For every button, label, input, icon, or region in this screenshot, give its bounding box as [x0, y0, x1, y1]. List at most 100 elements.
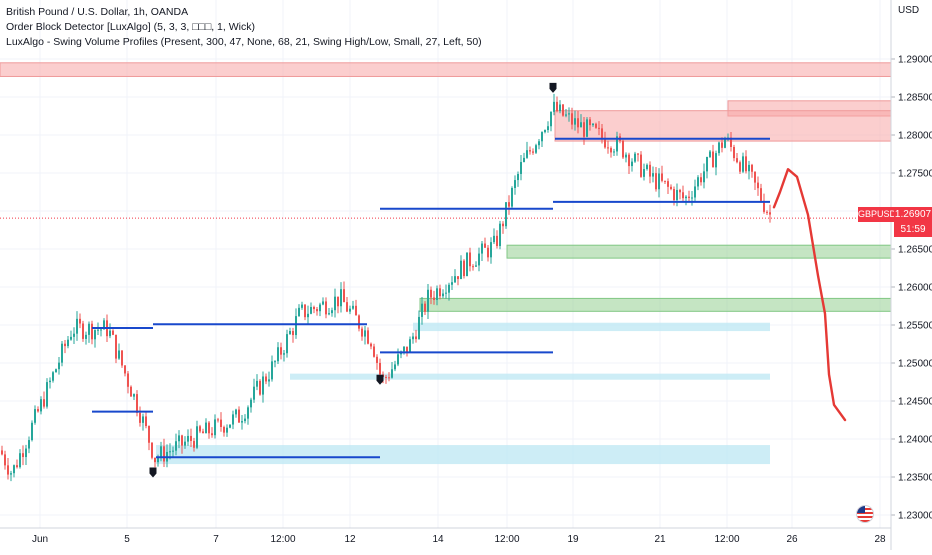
candle-body — [190, 435, 192, 441]
indicator-order-block[interactable]: Order Block Detector [LuxAlgo] (5, 3, 3,… — [6, 21, 255, 33]
candle-body — [505, 202, 507, 227]
candle-body — [496, 235, 498, 247]
candle-body — [688, 196, 690, 198]
candle-body — [565, 114, 567, 116]
candle-body — [673, 189, 675, 201]
candle-body — [256, 380, 258, 387]
bearish-order-block — [0, 62, 892, 77]
last-price-value: 1.26907 — [894, 209, 932, 220]
candle-body — [145, 416, 147, 427]
candle-body — [139, 412, 141, 423]
candle-body — [559, 104, 561, 112]
candle-body — [124, 365, 126, 374]
candle-body — [79, 318, 81, 324]
candle-body — [421, 303, 423, 317]
candle-body — [511, 187, 513, 207]
candle-body — [415, 336, 417, 340]
candle-body — [745, 156, 747, 172]
candle-body — [172, 450, 174, 452]
candle-body — [604, 137, 606, 148]
candle-body — [634, 153, 636, 162]
candle-body — [697, 177, 699, 187]
candle-body — [349, 308, 351, 312]
candle-body — [736, 158, 738, 163]
candle-body — [394, 364, 396, 370]
candle-body — [121, 350, 123, 366]
candle-body — [64, 343, 66, 347]
candle-body — [583, 122, 585, 137]
x-tick-label: 19 — [567, 534, 579, 545]
candle-body — [328, 313, 330, 315]
y-tick-label: 1.26500 — [898, 245, 932, 256]
x-tick-label: 5 — [124, 534, 130, 545]
swing-marker-icon — [149, 467, 157, 478]
y-tick-label: 1.24000 — [898, 435, 932, 446]
candle-body — [535, 145, 537, 153]
candle-body — [334, 296, 336, 311]
candle-body — [10, 473, 12, 475]
x-tick-label: 28 — [874, 534, 886, 545]
candle-body — [397, 354, 399, 365]
symbol-title[interactable]: British Pound / U.S. Dollar, 1h, OANDA — [6, 6, 189, 18]
candle-body — [379, 362, 381, 375]
candle-body — [526, 150, 528, 158]
swing-markers — [149, 82, 557, 478]
candle-body — [406, 346, 408, 353]
candle-body — [682, 192, 684, 199]
candle-body — [118, 350, 120, 359]
candle-body — [739, 162, 741, 172]
candle-body — [664, 180, 666, 182]
candle-body — [373, 346, 375, 357]
candle-body — [199, 426, 201, 432]
candle-body — [769, 212, 771, 215]
candle-body — [19, 453, 21, 468]
candle-body — [478, 253, 480, 266]
swing-marker-icon — [549, 82, 557, 93]
y-tick-label: 1.23500 — [898, 473, 932, 484]
candle-body — [1, 450, 3, 455]
last-price-badge: 1.26907 51:59 — [894, 207, 932, 237]
candle-body — [748, 164, 750, 172]
candle-body — [271, 361, 273, 380]
projection-drawing[interactable] — [772, 168, 847, 422]
candle-body — [553, 101, 555, 112]
candle-body — [367, 330, 369, 344]
candle-body — [409, 339, 411, 353]
candle-body — [547, 126, 549, 131]
candle-body — [322, 301, 324, 305]
candle-body — [388, 377, 390, 379]
candle-body — [463, 260, 465, 277]
candle-body — [490, 242, 492, 258]
candle-body — [493, 235, 495, 243]
candle-body — [472, 266, 474, 268]
candle-body — [700, 177, 702, 183]
candle-body — [340, 289, 342, 307]
candle-body — [238, 409, 240, 423]
candle-body — [670, 186, 672, 190]
candle-body — [232, 414, 234, 425]
candle-body — [82, 323, 84, 339]
candle-body — [160, 446, 162, 458]
candle-body — [211, 433, 213, 436]
indicator-volume-profile[interactable]: LuxAlgo - Swing Volume Profiles (Present… — [6, 36, 482, 48]
candle-body — [517, 173, 519, 181]
us-flag-icon[interactable] — [856, 505, 874, 523]
candle-body — [508, 202, 510, 207]
candle-body — [181, 435, 183, 446]
candle-body — [529, 150, 531, 152]
candle-body — [457, 276, 459, 280]
candle-body — [40, 399, 42, 412]
candle-body — [598, 127, 600, 129]
candle-body — [115, 334, 117, 359]
candle-body — [361, 328, 363, 337]
candle-body — [460, 260, 462, 280]
candle-body — [385, 376, 387, 378]
candle-body — [247, 407, 249, 419]
candle-body — [292, 331, 294, 336]
swing-marker-icon — [376, 374, 384, 385]
candle-body — [355, 305, 357, 316]
candle-body — [580, 122, 582, 128]
candle-body — [484, 243, 486, 248]
